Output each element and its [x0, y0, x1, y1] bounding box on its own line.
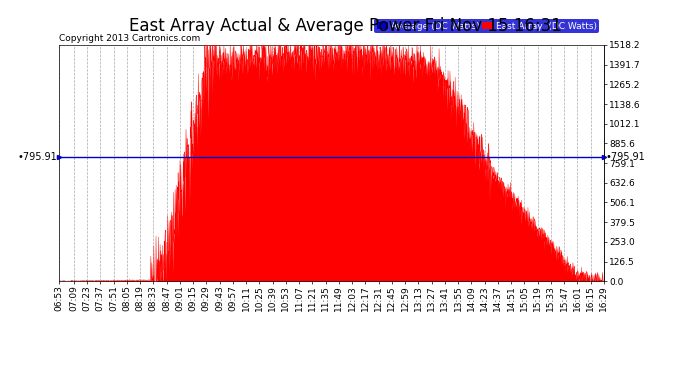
Text: •795.91: •795.91 — [605, 152, 645, 162]
Legend: Average (DC Watts), East Array  (DC Watts): Average (DC Watts), East Array (DC Watts… — [374, 19, 599, 33]
Text: Copyright 2013 Cartronics.com: Copyright 2013 Cartronics.com — [59, 34, 200, 43]
Text: East Array Actual & Average Power Fri Nov 15 16:31: East Array Actual & Average Power Fri No… — [128, 17, 562, 35]
Text: •795.91: •795.91 — [17, 152, 57, 162]
